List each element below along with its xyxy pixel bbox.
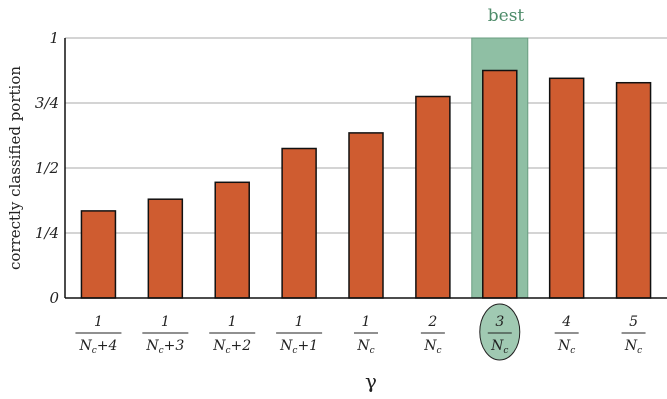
bar (348, 132, 384, 299)
x-tick-numerator: 4 (561, 314, 571, 330)
x-tick-numerator: 1 (94, 314, 103, 330)
best-ellipse (479, 303, 521, 361)
y-tick-label: 1/2 (35, 159, 59, 177)
best-label: best (488, 6, 525, 26)
x-tick-denominator: Nc (557, 338, 575, 356)
x-tick-numerator: 1 (295, 314, 304, 330)
y-tick-label: 0 (49, 289, 59, 307)
x-tick-label: 1 Nc+2 (209, 314, 256, 356)
x-tick-denominator: Nc (624, 338, 642, 356)
x-tick-label: 2 Nc (420, 314, 445, 356)
bar (615, 81, 652, 299)
bar (548, 77, 585, 299)
bar (80, 210, 117, 299)
bar (415, 95, 451, 299)
x-tick-label: 1 Nc (354, 314, 378, 356)
bar (281, 147, 317, 299)
x-tick-denominator: Nc+2 (212, 338, 251, 356)
x-tick-label: 5 Nc (621, 314, 646, 356)
bars (80, 69, 652, 299)
x-tick-label: 1 Nc+4 (75, 314, 122, 356)
bar (147, 198, 184, 299)
x-tick-numerator: 2 (427, 314, 437, 330)
bar (482, 69, 518, 299)
x-axis-label: γ (365, 369, 377, 393)
y-tick-label: 1 (49, 29, 59, 47)
x-tick-numerator: 3 (495, 314, 504, 330)
x-tick-label: 3 Nc (479, 303, 521, 361)
y-tick-labels: 0 1/4 1/2 3/4 1 (35, 29, 60, 307)
x-tick-numerator: 1 (362, 314, 371, 330)
y-tick-label: 1/4 (35, 224, 59, 242)
axes (64, 38, 667, 299)
x-tick-numerator: 5 (629, 314, 638, 330)
x-tick-numerator: 1 (161, 314, 170, 330)
x-tick-denominator: Nc+3 (145, 338, 184, 356)
x-tick-denominator: Nc (356, 338, 374, 356)
x-tick-denominator: Nc (490, 338, 508, 356)
y-axis-label: correctly classified portion (6, 66, 24, 270)
x-tick-numerator: 1 (228, 314, 237, 330)
x-tick-label: 1 Nc+3 (142, 314, 189, 356)
x-tick-denominator: Nc+4 (78, 338, 117, 356)
x-tick-label: 4 Nc (554, 314, 579, 356)
x-tick-labels: 1 Nc+4 1 Nc+3 1 Nc+2 1 Nc+1 1 Nc 2 Nc 3 Nc 4 Nc 5 Nc (75, 303, 646, 361)
x-tick-denominator: Nc+1 (279, 338, 318, 356)
bar (214, 181, 250, 299)
x-tick-label: 1 Nc+1 (276, 314, 323, 356)
y-tick-label: 3/4 (35, 94, 59, 112)
x-tick-denominator: Nc (423, 338, 441, 356)
